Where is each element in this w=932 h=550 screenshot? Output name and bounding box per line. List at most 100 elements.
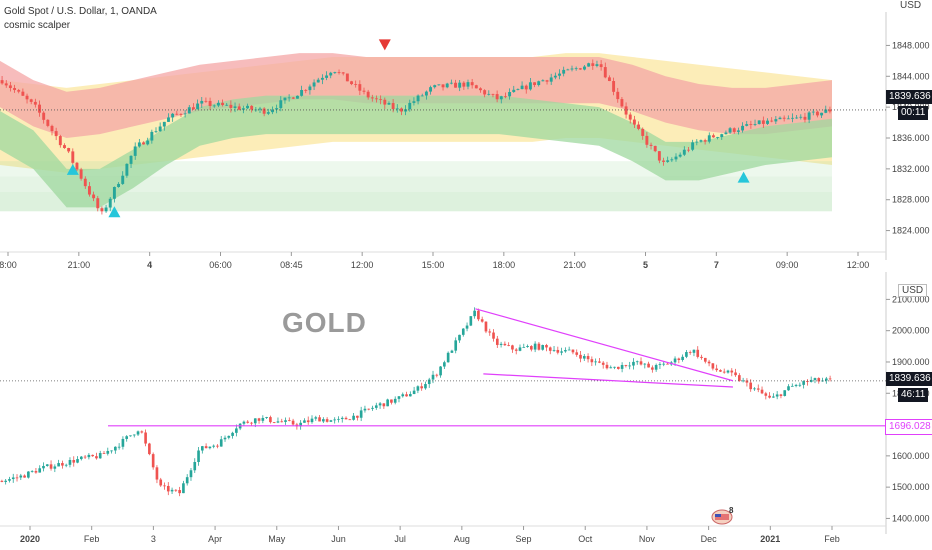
candle-body bbox=[391, 103, 395, 110]
candle-body bbox=[17, 90, 21, 92]
candle-body bbox=[174, 489, 178, 491]
price-tick-label: 1600.000 bbox=[892, 451, 930, 461]
candle-body bbox=[474, 85, 478, 89]
candle-body bbox=[566, 69, 570, 71]
candle-body bbox=[34, 471, 38, 473]
candle-body bbox=[45, 464, 49, 466]
candle-body bbox=[579, 354, 582, 359]
candle-body bbox=[433, 85, 437, 88]
candle-body bbox=[466, 82, 470, 87]
candle-body bbox=[75, 162, 79, 170]
candle-body bbox=[333, 72, 337, 73]
candle-body bbox=[58, 136, 62, 146]
candle-body bbox=[828, 378, 832, 380]
candle-body bbox=[366, 91, 370, 98]
candle-body bbox=[284, 420, 287, 422]
candle-body bbox=[110, 450, 113, 452]
time-tick-label: 7 bbox=[714, 260, 719, 270]
candle-body bbox=[787, 386, 790, 391]
earnings-badge-icon[interactable]: 8 bbox=[710, 505, 736, 525]
candle-body bbox=[760, 389, 764, 394]
top-current-price-tag: 1839.636 bbox=[886, 90, 932, 104]
candle-body bbox=[488, 331, 492, 333]
candle-body bbox=[719, 370, 722, 372]
candle-body bbox=[322, 419, 325, 422]
candle-body bbox=[516, 89, 520, 90]
candle-body bbox=[341, 72, 345, 74]
candle-body bbox=[484, 321, 488, 332]
time-tick-label: 12:00 bbox=[847, 260, 870, 270]
candle-body bbox=[662, 160, 665, 162]
time-tick-label: Oct bbox=[578, 534, 593, 544]
candle-body bbox=[431, 374, 435, 380]
candle-body bbox=[707, 135, 711, 142]
price-tick-label: 1832.000 bbox=[892, 164, 930, 174]
candle-body bbox=[495, 338, 499, 345]
candle-body bbox=[635, 361, 639, 363]
candle-body bbox=[528, 82, 532, 90]
candle-body bbox=[64, 464, 68, 466]
candle-body bbox=[461, 328, 465, 335]
candle-body bbox=[163, 485, 166, 487]
time-tick-label: Aug bbox=[454, 534, 470, 544]
top-price-panel[interactable]: 1824.0001828.0001832.0001836.0001840.000… bbox=[0, 12, 930, 270]
candle-body bbox=[753, 388, 756, 390]
price-tick-label: 1824.000 bbox=[892, 226, 930, 236]
currency-label-bottom[interactable]: USD bbox=[898, 284, 928, 297]
candle-body bbox=[647, 363, 650, 368]
candle-body bbox=[8, 479, 11, 481]
candle-body bbox=[511, 345, 514, 350]
candle-body bbox=[356, 415, 359, 418]
candle-body bbox=[811, 111, 815, 113]
time-tick-label: 5 bbox=[643, 260, 648, 270]
candle-body bbox=[300, 89, 304, 96]
candle-body bbox=[624, 106, 628, 115]
buy-signal-icon bbox=[737, 171, 750, 183]
candle-body bbox=[50, 125, 54, 132]
time-tick-label: 09:00 bbox=[776, 260, 799, 270]
horizontal-level-tag[interactable]: 1696.028 bbox=[885, 419, 932, 435]
candle-body bbox=[23, 475, 26, 478]
candle-body bbox=[412, 390, 416, 395]
candle-body bbox=[775, 394, 779, 397]
candle-body bbox=[216, 445, 219, 447]
candle-body bbox=[601, 362, 605, 365]
candle-body bbox=[628, 114, 632, 120]
candle-body bbox=[30, 471, 34, 472]
candle-body bbox=[749, 124, 753, 125]
candle-body bbox=[567, 349, 571, 351]
candle-body bbox=[720, 134, 724, 138]
candle-body bbox=[271, 109, 274, 113]
candle-body bbox=[446, 352, 450, 363]
time-tick-label: 2020 bbox=[20, 534, 40, 544]
candle-body bbox=[441, 84, 445, 88]
candle-body bbox=[477, 310, 480, 320]
candle-body bbox=[685, 352, 688, 357]
candle-body bbox=[189, 470, 193, 478]
candle-body bbox=[507, 345, 510, 347]
candle-body bbox=[4, 480, 7, 482]
candle-body bbox=[92, 194, 96, 199]
candle-body bbox=[607, 77, 611, 82]
candle-body bbox=[200, 100, 204, 104]
candle-body bbox=[537, 81, 541, 86]
red-band bbox=[0, 53, 832, 138]
candle-body bbox=[594, 361, 597, 363]
candle-body bbox=[8, 85, 12, 89]
badge-number: 8 bbox=[729, 506, 734, 515]
chart-title: Gold Spot / U.S. Dollar, 1, OANDA bbox=[4, 6, 157, 17]
bottom-price-panel[interactable]: 1400.0001500.0001600.0001700.0001800.000… bbox=[0, 272, 930, 544]
candle-body bbox=[102, 453, 106, 454]
candle-body bbox=[726, 370, 730, 373]
candle-body bbox=[129, 435, 132, 437]
candle-body bbox=[795, 117, 799, 119]
candle-body bbox=[632, 361, 635, 366]
support-zone bbox=[0, 192, 832, 212]
candle-body bbox=[772, 396, 775, 398]
buy-signal-icon bbox=[108, 206, 121, 218]
candle-body bbox=[799, 116, 803, 118]
candle-body bbox=[480, 319, 484, 322]
candle-body bbox=[591, 63, 595, 66]
candle-body bbox=[541, 80, 545, 82]
